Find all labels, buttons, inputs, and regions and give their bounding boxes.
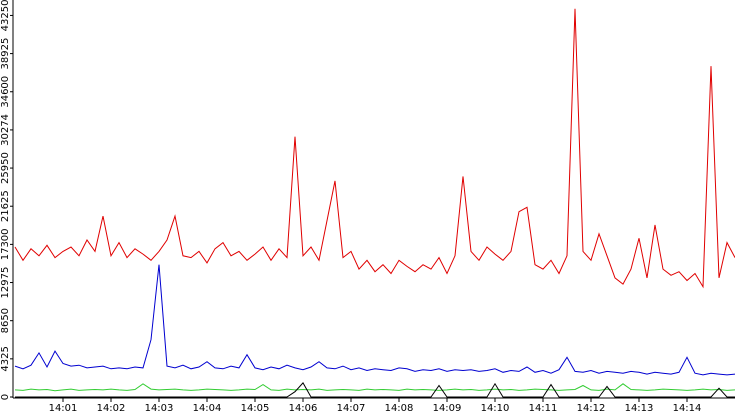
x-tick-label: 14:08 <box>385 403 414 414</box>
series-line <box>14 264 735 376</box>
x-tick-label: 14:10 <box>481 403 510 414</box>
x-tick-label: 14:07 <box>337 403 366 414</box>
y-tick-label: 17300 <box>0 228 11 260</box>
y-tick-label: 30274 <box>0 114 11 146</box>
x-tick-label: 14:01 <box>49 403 78 414</box>
y-tick-label: 12975 <box>0 267 11 299</box>
x-tick-label: 14:04 <box>193 403 222 414</box>
y-tick-label: 21625 <box>0 190 11 222</box>
y-tick-label: 38925 <box>0 38 11 70</box>
x-tick-label: 14:13 <box>625 403 654 414</box>
x-tick-label: 14:05 <box>241 403 270 414</box>
y-tick-label: 25950 <box>0 152 11 184</box>
y-tick-label: 43250 <box>0 0 11 31</box>
series-line <box>14 8 735 289</box>
series-line <box>14 383 735 392</box>
y-tick-label: 0 <box>0 394 11 400</box>
y-tick-label: 34600 <box>0 76 11 108</box>
y-tick-label: 4325 <box>0 346 11 371</box>
x-tick-label: 14:11 <box>529 403 558 414</box>
x-tick-label: 14:03 <box>145 403 174 414</box>
x-tick-label: 14:02 <box>97 403 126 414</box>
series-line <box>15 382 735 398</box>
y-tick-label: 8650 <box>0 308 11 333</box>
x-tick-label: 14:06 <box>289 403 318 414</box>
x-tick-label: 14:14 <box>673 403 702 414</box>
x-tick-label: 14:09 <box>433 403 462 414</box>
x-tick-label: 14:12 <box>577 403 606 414</box>
